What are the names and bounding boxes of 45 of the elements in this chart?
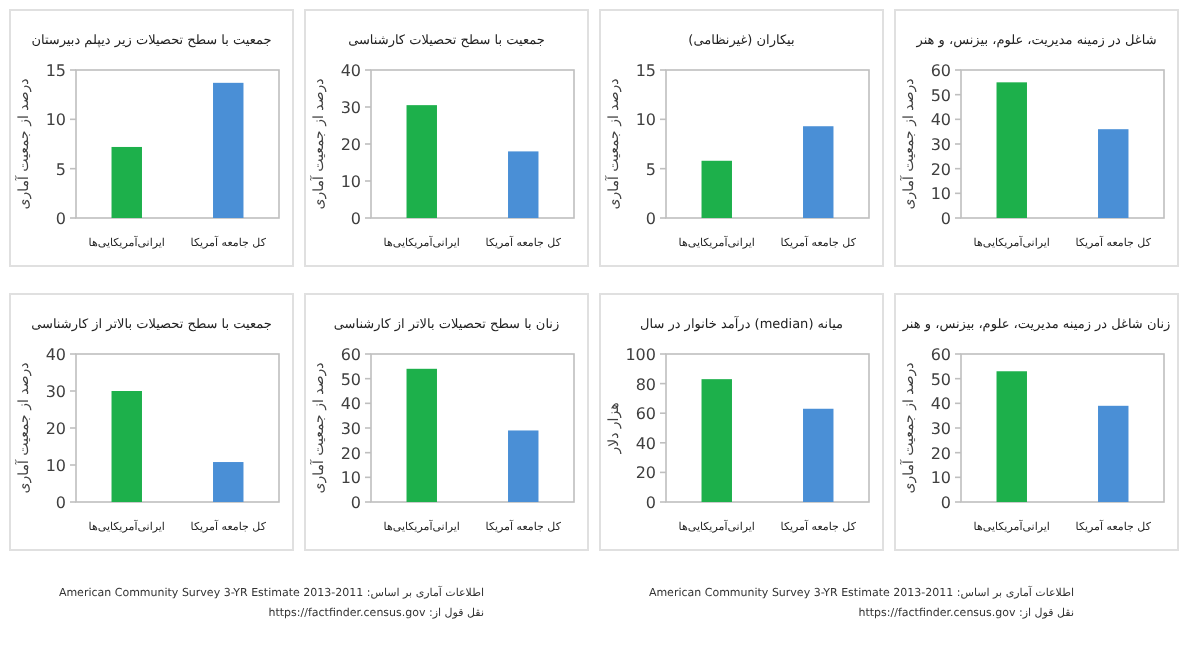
y-tick-label: 80 [635, 375, 656, 394]
y-tick-label: 0 [940, 210, 951, 228]
y-tick-label: 0 [940, 494, 951, 512]
y-tick-label: 15 [635, 62, 656, 80]
y-tick-label: 30 [45, 383, 66, 401]
y-tick-label: 40 [930, 111, 951, 130]
y-tick-label: 0 [645, 210, 656, 228]
y-tick-label: 10 [340, 173, 361, 191]
y-tick-label: 15 [45, 62, 66, 80]
y-tick-label: 30 [930, 420, 951, 438]
y-tick-label: 40 [930, 395, 951, 414]
y-tick-label: 30 [340, 420, 361, 438]
y-tick-label: 60 [930, 62, 951, 80]
y-tick-label: 10 [930, 469, 951, 488]
y-tick-label: 20 [930, 444, 951, 463]
y-tick-label: 40 [635, 434, 656, 453]
y-tick-label: 20 [340, 136, 361, 154]
y-tick-label: 5 [55, 160, 66, 179]
y-tick-label: 0 [350, 494, 361, 512]
y-tick-label: 40 [340, 395, 361, 414]
y-tick-label: 50 [930, 86, 951, 105]
y-tick-label: 20 [930, 160, 951, 179]
y-tick-label: 20 [635, 464, 656, 483]
y-tick-label: 40 [45, 346, 66, 364]
y-tick-label: 0 [55, 210, 66, 228]
y-tick-label: 60 [635, 405, 656, 424]
y-tick-label: 10 [45, 457, 66, 475]
y-tick-label: 30 [340, 99, 361, 117]
y-tick-label: 0 [55, 494, 66, 512]
y-tick-label: 50 [340, 370, 361, 389]
y-tick-label: 10 [340, 469, 361, 488]
y-tick-label: 0 [350, 210, 361, 228]
y-tick-label: 30 [930, 136, 951, 154]
y-tick-label: 5 [645, 160, 656, 179]
y-tick-label: 20 [45, 420, 66, 438]
y-tick-label: 100 [625, 346, 656, 364]
y-tick-label: 10 [45, 111, 66, 130]
y-tick-label: 50 [930, 370, 951, 389]
y-tick-label: 60 [930, 346, 951, 364]
y-tick-label: 20 [340, 444, 361, 463]
y-tick-label: 40 [340, 62, 361, 80]
y-tick-label: 0 [645, 494, 656, 512]
y-tick-label: 10 [930, 185, 951, 204]
y-tick-label: 60 [340, 346, 361, 364]
y-tick-label: 10 [635, 111, 656, 130]
